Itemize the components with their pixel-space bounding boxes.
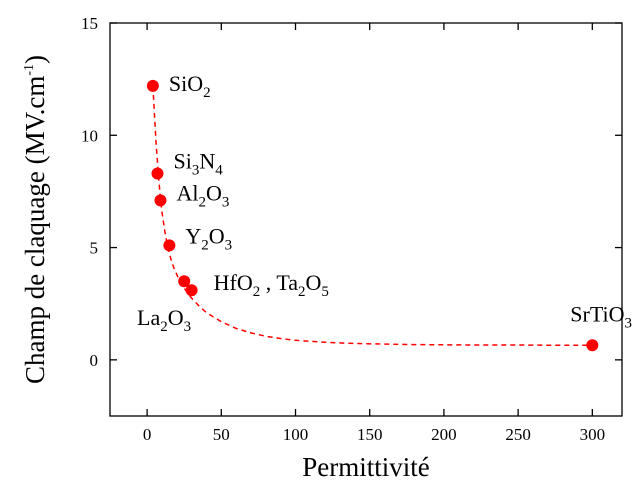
points-layer (146, 79, 599, 352)
y-axis-title-superscript: -1 (22, 64, 37, 76)
x-axis-title: Permittivité (302, 452, 430, 482)
y-tick-label: 5 (90, 239, 99, 258)
point-label: SrTiO3 (570, 301, 632, 331)
y-axis-title-suffix: ) (20, 55, 50, 64)
data-point (586, 339, 599, 352)
y-axis-title: Champ de claquage (MV.cm-1) (20, 55, 50, 384)
x-tick-label: 150 (357, 425, 383, 444)
point-label: HfO2 , Ta2O5 (214, 270, 329, 300)
point-label: Y2O3 (185, 223, 232, 253)
data-point (146, 79, 159, 92)
y-tick-label: 10 (81, 126, 98, 145)
x-tick-label: 300 (580, 425, 606, 444)
point-label: SiO2 (169, 71, 211, 101)
y-tick-label: 0 (90, 351, 99, 370)
axes-layer: 0 50 100 150 200 250 300 0 5 10 15 (81, 14, 623, 444)
data-point (154, 194, 167, 207)
fit-curve (152, 85, 593, 347)
point-label: Si3N4 (173, 148, 223, 178)
x-tick-label: 100 (283, 425, 309, 444)
point-label: La2O3 (137, 305, 191, 335)
data-point (178, 275, 191, 288)
y-tick-label: 15 (81, 14, 98, 33)
x-tick-label: 200 (431, 425, 457, 444)
x-tick-label: 50 (213, 425, 230, 444)
data-point (151, 167, 164, 180)
x-tick-label: 0 (143, 425, 152, 444)
data-point (185, 284, 198, 297)
y-axis-title-prefix: Champ de claquage (MV.cm (20, 76, 50, 384)
point-label: Al2O3 (176, 180, 229, 210)
plot-frame (109, 22, 623, 417)
data-point (163, 239, 176, 252)
x-tick-label: 250 (505, 425, 531, 444)
fit-line-layer (152, 85, 593, 347)
